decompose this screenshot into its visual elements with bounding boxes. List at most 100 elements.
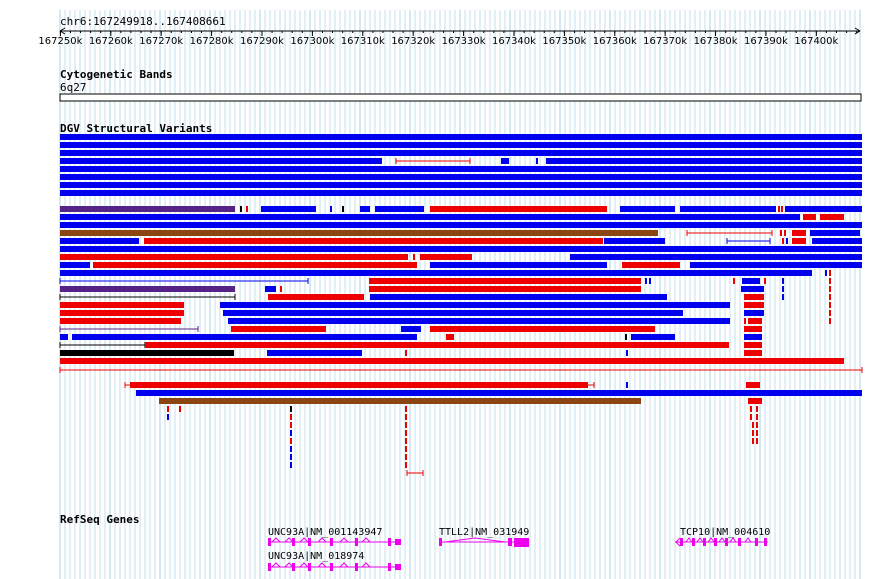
dgv-variant[interactable]	[290, 422, 292, 428]
dgv-variant[interactable]	[750, 414, 752, 420]
dgv-variant[interactable]	[228, 318, 730, 324]
dgv-variant[interactable]	[413, 254, 415, 260]
dgv-variant[interactable]	[780, 230, 782, 236]
dgv-variant[interactable]	[744, 310, 764, 316]
dgv-variant[interactable]	[369, 286, 641, 292]
cytoband-track-title[interactable]: Cytogenetic Bands	[60, 68, 173, 81]
dgv-variant[interactable]	[784, 230, 786, 236]
dgv-variant[interactable]	[430, 326, 655, 332]
dgv-variant[interactable]	[360, 206, 370, 212]
dgv-variant[interactable]	[60, 262, 90, 268]
dgv-variant[interactable]	[829, 302, 831, 308]
gene-ttll2[interactable]	[439, 537, 529, 547]
dgv-variant[interactable]	[744, 302, 764, 308]
dgv-variant[interactable]	[782, 238, 784, 244]
dgv-variant[interactable]	[733, 278, 735, 284]
dgv-variant[interactable]	[631, 334, 675, 340]
dgv-variant[interactable]	[501, 158, 509, 164]
dgv-variant[interactable]	[290, 414, 292, 420]
dgv-variant[interactable]	[792, 238, 806, 244]
dgv-variant[interactable]	[60, 214, 800, 220]
gene-unc93a-1[interactable]	[268, 537, 401, 546]
dgv-variant[interactable]	[130, 382, 588, 388]
dgv-variant[interactable]	[290, 438, 292, 444]
dgv-variant[interactable]	[626, 350, 628, 356]
gene-unc93a-2[interactable]	[268, 562, 401, 571]
dgv-variant[interactable]	[240, 206, 242, 212]
dgv-variant[interactable]	[430, 262, 607, 268]
dgv-variant[interactable]	[829, 278, 831, 284]
dgv-variant[interactable]	[803, 214, 816, 220]
dgv-variant[interactable]	[405, 454, 407, 460]
dgv-variant[interactable]	[60, 166, 862, 172]
dgv-variant[interactable]	[405, 430, 407, 436]
dgv-variant[interactable]	[546, 158, 862, 164]
dgv-variant[interactable]	[220, 302, 730, 308]
dgv-variant[interactable]	[60, 134, 862, 140]
dgv-variant[interactable]	[744, 342, 762, 348]
dgv-variant[interactable]	[620, 206, 675, 212]
dgv-variant[interactable]	[179, 406, 181, 412]
dgv-features[interactable]	[59, 134, 863, 476]
dgv-variant[interactable]	[375, 206, 424, 212]
dgv-variant[interactable]	[290, 454, 292, 460]
dgv-variant[interactable]	[800, 246, 862, 252]
dgv-variant[interactable]	[570, 254, 862, 260]
dgv-variant[interactable]	[604, 238, 665, 244]
dgv-variant[interactable]	[290, 430, 292, 436]
dgv-variant[interactable]	[60, 310, 184, 316]
dgv-variant[interactable]	[746, 382, 760, 388]
gene-label-unc93a-2[interactable]: UNC93A|NM_018974	[268, 551, 364, 562]
dgv-variant[interactable]	[756, 438, 758, 444]
dgv-variant[interactable]	[829, 270, 831, 276]
dgv-variant[interactable]	[756, 406, 758, 412]
dgv-variant[interactable]	[829, 310, 831, 316]
dgv-variant[interactable]	[60, 182, 862, 188]
dgv-variant[interactable]	[290, 462, 292, 468]
dgv-variant[interactable]	[626, 382, 628, 388]
dgv-variant[interactable]	[405, 422, 407, 428]
dgv-variant[interactable]	[405, 350, 407, 356]
dgv-variant[interactable]	[778, 206, 780, 212]
dgv-variant[interactable]	[820, 214, 844, 220]
dgv-variant[interactable]	[93, 262, 417, 268]
dgv-variant[interactable]	[60, 350, 234, 356]
dgv-variant[interactable]	[812, 238, 862, 244]
dgv-variant[interactable]	[60, 270, 812, 276]
dgv-track-title[interactable]: DGV Structural Variants	[60, 122, 212, 135]
dgv-variant[interactable]	[756, 430, 758, 436]
dgv-variant[interactable]	[342, 206, 344, 212]
dgv-variant[interactable]	[60, 358, 844, 364]
dgv-variant[interactable]	[369, 278, 641, 284]
dgv-variant[interactable]	[290, 446, 292, 452]
dgv-variant[interactable]	[645, 278, 647, 284]
dgv-variant[interactable]	[60, 230, 658, 236]
dgv-variant[interactable]	[420, 254, 472, 260]
dgv-variant[interactable]	[167, 406, 169, 412]
dgv-variant[interactable]	[60, 158, 382, 164]
dgv-variant[interactable]	[781, 206, 783, 212]
dgv-variant[interactable]	[741, 286, 764, 292]
dgv-variant[interactable]	[829, 286, 831, 292]
dgv-variant[interactable]	[690, 262, 862, 268]
dgv-variant[interactable]	[290, 406, 292, 412]
dgv-variant[interactable]	[430, 206, 607, 212]
dgv-variant[interactable]	[792, 230, 806, 236]
dgv-variant[interactable]	[268, 294, 364, 300]
dgv-variant[interactable]	[267, 350, 362, 356]
dgv-variant[interactable]	[231, 326, 326, 332]
dgv-variant[interactable]	[60, 222, 862, 228]
dgv-variant[interactable]	[536, 158, 538, 164]
dgv-variant[interactable]	[370, 294, 667, 300]
dgv-variant[interactable]	[145, 342, 729, 348]
dgv-variant[interactable]	[625, 334, 627, 340]
dgv-variant[interactable]	[405, 462, 407, 468]
gene-label-ttll2[interactable]: TTLL2|NM_031949	[439, 527, 529, 538]
dgv-variant[interactable]	[60, 254, 408, 260]
dgv-variant[interactable]	[60, 190, 862, 196]
dgv-variant[interactable]	[785, 206, 862, 212]
dgv-variant[interactable]	[756, 414, 758, 420]
dgv-variant[interactable]	[60, 238, 139, 244]
dgv-variant[interactable]	[752, 430, 754, 436]
dgv-variant[interactable]	[782, 286, 784, 292]
